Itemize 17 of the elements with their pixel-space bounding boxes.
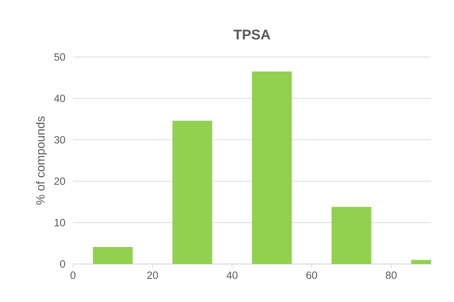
y-tick-label: 0	[60, 260, 66, 268]
x-tick-label: 20	[147, 272, 158, 279]
bar	[92, 247, 133, 264]
y-tick-label: 20	[54, 178, 66, 185]
x-tick-label: 0	[70, 272, 76, 279]
x-tick-label: 40	[226, 272, 238, 279]
y-tick-label: 30	[54, 136, 66, 144]
x-tick-label: 60	[306, 272, 318, 279]
bar	[252, 71, 292, 264]
y-tick-label: 10	[54, 218, 66, 226]
bar	[172, 120, 212, 264]
bar	[332, 206, 372, 264]
x-tick-label: 80	[386, 272, 397, 279]
y-tick-label: 40	[54, 94, 66, 102]
chart-title: TPSA	[234, 30, 270, 40]
y-tick-label: 50	[54, 53, 66, 61]
y-axis-title: % of compounds	[36, 116, 48, 205]
